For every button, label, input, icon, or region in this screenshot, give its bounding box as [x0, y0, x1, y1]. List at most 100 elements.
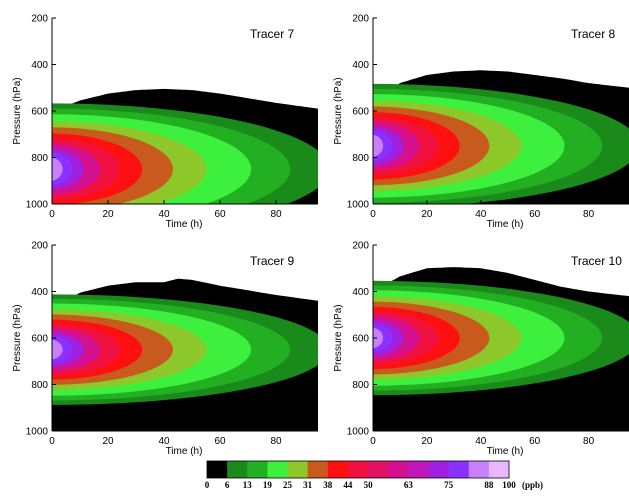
- colorbar-swatch: [327, 461, 349, 478]
- x-tick-label: 40: [158, 436, 170, 447]
- colorbar-tick-label: 44: [343, 480, 353, 490]
- colorbar-swatch: [388, 461, 409, 478]
- colorbar-tick-label: 75: [444, 480, 454, 490]
- y-axis-label: Pressure (hPa): [333, 77, 344, 144]
- colorbar-swatch: [368, 461, 389, 478]
- colorbar-swatch: [468, 461, 490, 478]
- colorbar-tick-label: 31: [303, 480, 313, 490]
- concentration-contour: [52, 157, 63, 181]
- y-tick-label: 400: [31, 287, 48, 298]
- x-tick-label: 20: [421, 436, 433, 447]
- panel-title: Tracer 9: [250, 254, 295, 268]
- y-tick-label: 600: [31, 107, 48, 118]
- x-tick-label: 20: [102, 436, 114, 447]
- x-tick-label: 0: [370, 209, 376, 220]
- y-tick-label: 800: [352, 380, 369, 391]
- x-tick-label: 60: [214, 209, 226, 220]
- x-axis-label: Time (h): [487, 219, 524, 230]
- panel-4: 0 20 40 60 80 200 400 600 800 1000 Time (h) Pressur…: [333, 241, 629, 457]
- panel-1: 0 20 40 60 80 200 400 600 800 1000 Time (h) Pressur…: [12, 14, 318, 230]
- y-axis-label: Pressure (hPa): [333, 304, 344, 371]
- plot-area: [52, 88, 318, 204]
- plot-area: [52, 278, 318, 431]
- x-axis-label: Time (h): [487, 446, 524, 457]
- y-tick-label: 200: [352, 14, 369, 25]
- y-axis-label: Pressure (hPa): [12, 77, 23, 144]
- panel-2: 0 20 40 60 80 200 400 600 800 1000 Time (h) Pressur…: [333, 14, 629, 230]
- x-tick-label: 20: [102, 209, 114, 220]
- colorbar-tick-label: 63: [404, 480, 414, 490]
- x-tick-label: 80: [270, 436, 282, 447]
- y-tick-label: 200: [352, 241, 369, 252]
- colorbar-tick-label: 100: [502, 480, 516, 490]
- colorbar-swatch: [287, 461, 309, 478]
- y-tick-label: 600: [352, 334, 369, 345]
- colorbar-tick-label: 13: [243, 480, 253, 490]
- colorbar-swatch: [428, 461, 449, 478]
- concentration-contour: [373, 320, 404, 356]
- colorbar-tick-label: 6: [225, 480, 230, 490]
- concentration-contour: [52, 148, 84, 190]
- plot-area: [373, 267, 629, 431]
- y-tick-label: 200: [31, 14, 48, 25]
- colorbar-swatch: [448, 461, 470, 478]
- colorbar-tick-label: 19: [263, 480, 273, 490]
- concentration-contour: [52, 339, 63, 360]
- y-tick-label: 1000: [26, 427, 49, 438]
- y-tick-label: 600: [352, 107, 369, 118]
- x-tick-label: 20: [421, 209, 433, 220]
- concentration-contour: [373, 126, 404, 166]
- x-tick-label: 60: [529, 436, 541, 447]
- panel-title: Tracer 10: [571, 254, 622, 268]
- panel-title: Tracer 8: [571, 27, 616, 41]
- colorbar-swatch: [307, 461, 329, 478]
- x-tick-label: 40: [475, 209, 487, 220]
- y-tick-label: 1000: [347, 427, 370, 438]
- x-tick-label: 60: [214, 436, 226, 447]
- colorbar-swatch: [267, 461, 288, 478]
- concentration-contour: [52, 332, 84, 367]
- x-tick-label: 0: [49, 436, 55, 447]
- colorbar-swatch: [488, 461, 510, 478]
- x-axis-label: Time (h): [166, 446, 203, 457]
- concentration-contour: [373, 327, 384, 349]
- colorbar-swatch: [207, 461, 228, 478]
- y-tick-label: 200: [31, 241, 48, 252]
- colorbar-unit: (ppb): [522, 480, 543, 490]
- y-tick-label: 400: [352, 60, 369, 71]
- concentration-contour: [373, 134, 384, 158]
- x-tick-label: 40: [158, 209, 170, 220]
- panel-title: Tracer 7: [250, 27, 295, 41]
- x-tick-label: 40: [475, 436, 487, 447]
- x-tick-label: 80: [583, 209, 595, 220]
- x-tick-label: 0: [49, 209, 55, 220]
- concentration-contour: [52, 143, 101, 195]
- colorbar-tick-label: 50: [364, 480, 374, 490]
- y-tick-label: 800: [352, 153, 369, 164]
- y-tick-label: 600: [31, 334, 48, 345]
- colorbar-swatch: [347, 461, 369, 478]
- panel-3: 0 20 40 60 80 200 400 600 800 1000 Time (h) Pressur…: [12, 241, 318, 457]
- plot-area: [373, 70, 629, 204]
- colorbar: 0 6 13 19 25 31 38 44 50 63 75 88 100 (ppb): [205, 460, 543, 490]
- colorbar-tick-label: 0: [205, 480, 210, 490]
- y-tick-label: 1000: [26, 200, 49, 211]
- colorbar-tick-label: 88: [484, 480, 494, 490]
- colorbar-tick-label: 25: [283, 480, 293, 490]
- x-tick-label: 80: [270, 209, 282, 220]
- x-tick-label: 0: [370, 436, 376, 447]
- colorbar-swatch: [247, 461, 268, 478]
- x-axis-label: Time (h): [166, 219, 203, 230]
- y-tick-label: 400: [31, 60, 48, 71]
- x-tick-label: 60: [529, 209, 541, 220]
- y-axis-label: Pressure (hPa): [12, 304, 23, 371]
- colorbar-tick-label: 38: [323, 480, 333, 490]
- y-tick-label: 400: [352, 287, 369, 298]
- y-tick-label: 800: [31, 380, 48, 391]
- y-tick-label: 1000: [347, 200, 370, 211]
- colorbar-swatch: [408, 461, 429, 478]
- x-tick-label: 80: [583, 436, 595, 447]
- y-tick-label: 800: [31, 153, 48, 164]
- colorbar-swatch: [227, 461, 248, 478]
